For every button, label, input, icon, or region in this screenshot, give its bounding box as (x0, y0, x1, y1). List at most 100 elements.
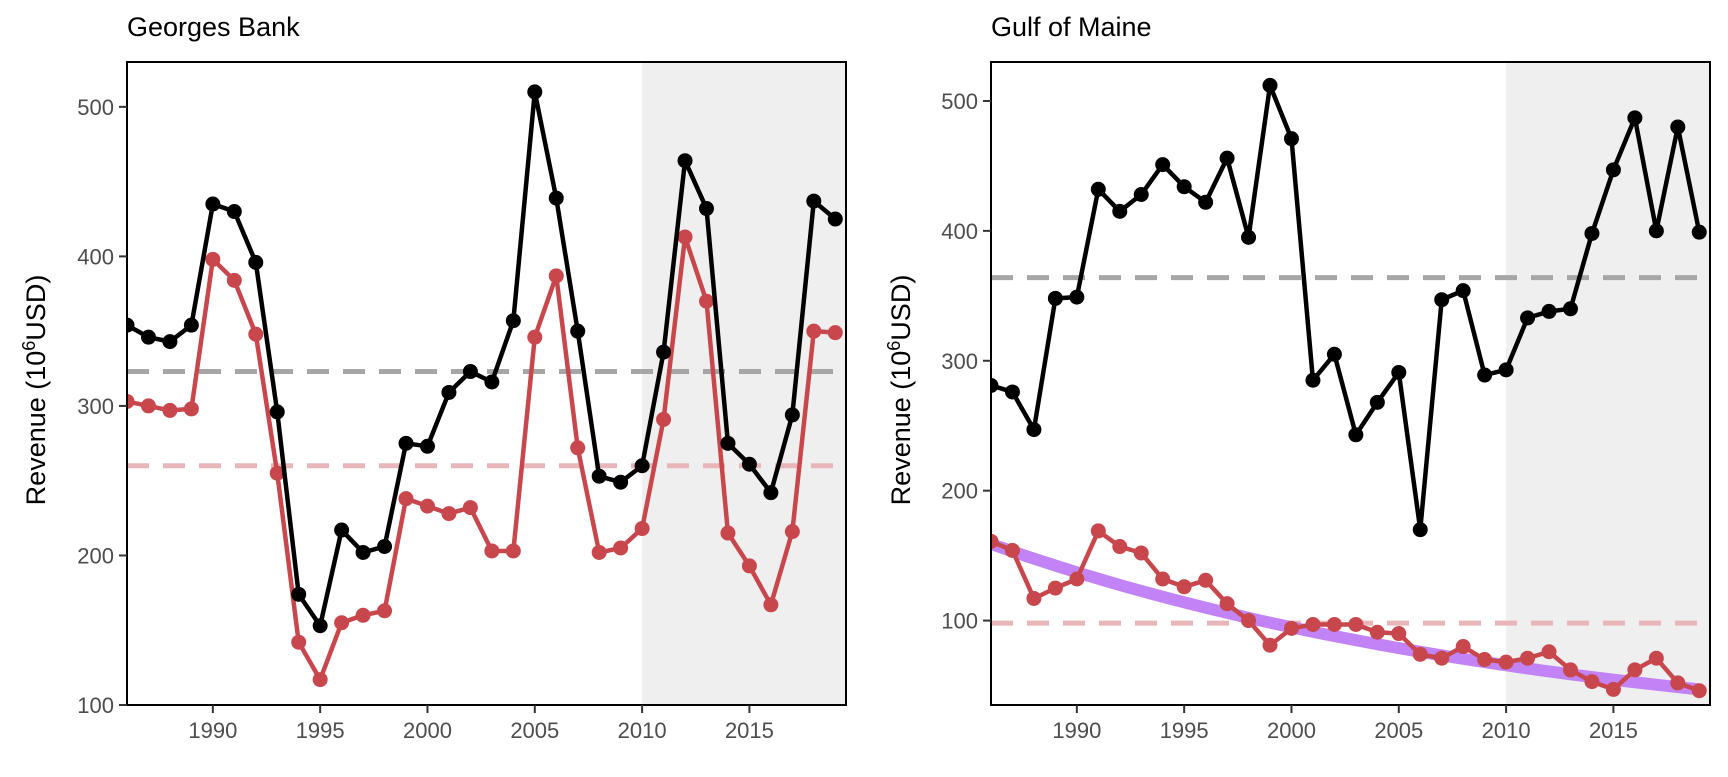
data-point-black (991, 377, 999, 393)
data-layer (991, 77, 1710, 699)
data-point-black (1133, 186, 1149, 202)
shaded-region (1506, 62, 1710, 705)
data-point-black (1562, 301, 1578, 317)
data-point-black (1026, 422, 1042, 438)
data-point-red (462, 500, 478, 516)
x-tick-label: 1995 (296, 718, 345, 743)
data-point-red (127, 393, 135, 409)
data-point-red (1069, 571, 1085, 587)
data-point-red (1326, 616, 1342, 632)
data-point-red (1155, 571, 1171, 587)
plot-frame (990, 61, 1711, 706)
data-point-red (1047, 580, 1063, 596)
data-point-black (441, 384, 457, 400)
data-point-black (570, 323, 586, 339)
y-tick-label: 400 (77, 244, 114, 269)
data-point-black (183, 317, 199, 333)
data-point-black (1605, 162, 1621, 178)
data-point-red (1605, 681, 1621, 697)
data-point-black (527, 84, 543, 100)
data-point-red (1241, 613, 1257, 629)
data-point-black (205, 196, 221, 212)
x-tick-label: 2005 (510, 718, 559, 743)
data-point-black (1670, 119, 1686, 135)
data-point-red (1584, 674, 1600, 690)
data-point-red (548, 268, 564, 284)
data-point-black (462, 364, 478, 380)
data-point-black (1648, 223, 1664, 239)
data-point-black (1069, 289, 1085, 305)
plot-area-georges-bank: 1990 1995 2000 2005 2010 2015 100 200 300 400 500 (77, 61, 847, 743)
data-point-black (291, 586, 307, 602)
data-point-black (377, 538, 393, 554)
data-point-red (1090, 523, 1106, 539)
data-point-black (591, 468, 607, 484)
data-point-red (419, 498, 435, 514)
x-tick-label: 2010 (1482, 718, 1531, 743)
data-point-red (1477, 652, 1493, 668)
data-point-red (656, 411, 672, 427)
y-axis-title-superscript: 6 (884, 341, 904, 351)
data-point-black (162, 334, 178, 350)
y-axis-title-unit: USD) (21, 275, 51, 341)
panel-georges-bank: Georges Bank Revenue (106USD) 1990 1995 20… (19, 12, 847, 743)
data-point-black (505, 313, 521, 329)
data-point-red (441, 506, 457, 522)
data-point-red (162, 402, 178, 418)
data-point-red (741, 558, 757, 574)
data-point-red (1262, 637, 1278, 653)
data-point-black (226, 204, 242, 220)
data-point-black (484, 374, 500, 390)
data-point-red (634, 521, 650, 537)
x-tick-label: 2010 (618, 718, 667, 743)
y-axis-title-unit: USD) (886, 275, 916, 341)
data-point-red (291, 634, 307, 650)
data-point-black (355, 544, 371, 560)
y-axis-title-main: Revenue (10 (886, 351, 916, 506)
data-point-red (698, 293, 714, 309)
x-tick-label: 2015 (725, 718, 774, 743)
data-point-black (1434, 292, 1450, 308)
data-point-red (1198, 572, 1214, 588)
y-tick-label: 500 (941, 89, 978, 114)
data-point-red (591, 544, 607, 560)
data-point-red (505, 543, 521, 559)
data-point-red (248, 326, 264, 342)
data-point-red (312, 672, 328, 688)
data-point-red (1691, 683, 1707, 699)
data-point-black (1391, 364, 1407, 380)
data-point-red (226, 272, 242, 288)
data-point-black (1627, 110, 1643, 126)
data-point-black (248, 254, 264, 270)
y-axis-title-main: Revenue (10 (21, 351, 51, 506)
data-point-black (656, 344, 672, 360)
x-tick-label: 2000 (1267, 718, 1316, 743)
data-point-red (1455, 639, 1471, 655)
data-point-black (741, 456, 757, 472)
plot-area-gulf-of-maine: 1990 1995 2000 2005 2010 2015 100 200 300 400 500 (941, 61, 1711, 743)
x-tick-label: 1995 (1160, 718, 1209, 743)
data-point-black (763, 485, 779, 501)
data-point-black (398, 435, 414, 451)
data-point-red (677, 229, 693, 245)
data-point-red (1026, 590, 1042, 606)
data-point-red (1283, 620, 1299, 636)
y-axis-title: Revenue (106USD) (19, 275, 51, 506)
data-point-red (1112, 539, 1128, 555)
data-point-red (398, 491, 414, 507)
data-point-black (1412, 522, 1428, 538)
data-point-red (1348, 616, 1364, 632)
series-line-red (991, 528, 1701, 693)
data-point-red (720, 525, 736, 541)
data-point-black (1584, 225, 1600, 241)
y-tick-label: 400 (941, 219, 978, 244)
data-point-black (1262, 77, 1278, 93)
data-point-red (1305, 616, 1321, 632)
data-point-red (1219, 596, 1235, 612)
data-point-black (1326, 346, 1342, 362)
y-tick-label: 200 (941, 479, 978, 504)
data-point-black (1541, 303, 1557, 319)
data-point-red (1369, 624, 1385, 640)
data-point-black (1090, 181, 1106, 197)
